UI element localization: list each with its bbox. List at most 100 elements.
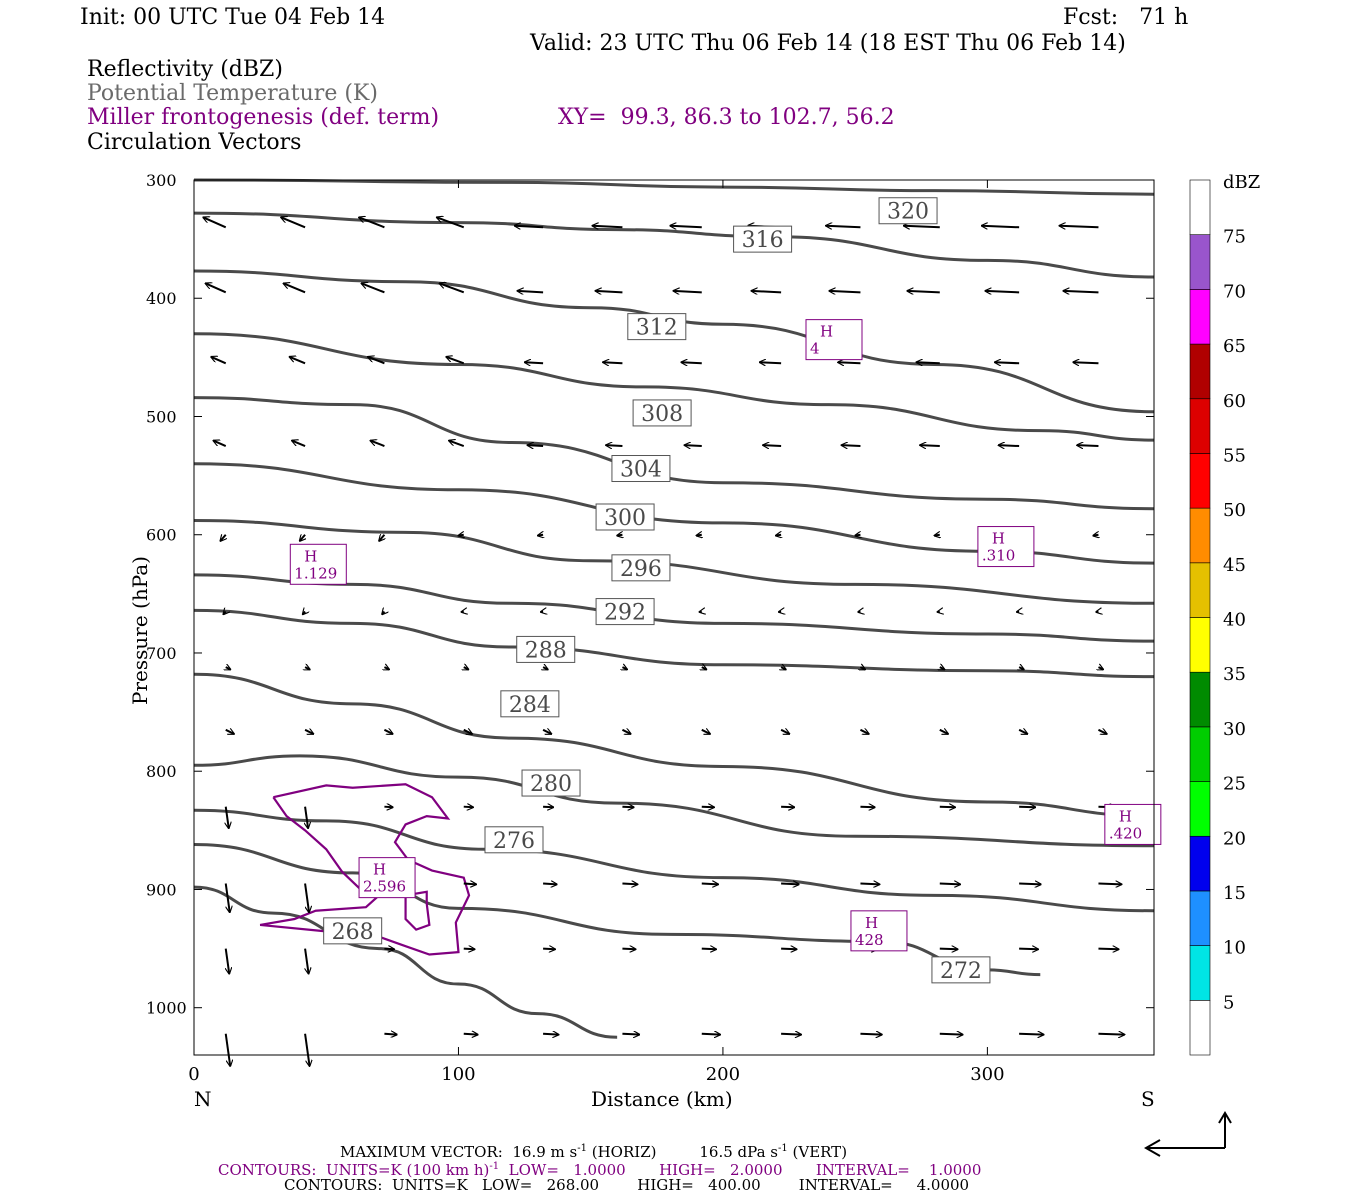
frontogenesis-max: H1.129	[289, 543, 347, 585]
frontogenesis-max-label: H	[1119, 807, 1132, 825]
circulation-vector	[1077, 445, 1099, 446]
frontogenesis-max-value: 428	[855, 931, 884, 949]
isentrope-label-box	[878, 197, 938, 225]
isentrope-276	[193, 808, 1155, 913]
circulation-vector	[995, 362, 1020, 363]
circulation-vector	[781, 807, 794, 808]
isentrope-label-text: 316	[742, 228, 784, 253]
circulation-vector	[939, 807, 955, 808]
circulation-vector	[281, 217, 306, 229]
circulation-vector	[1098, 949, 1118, 950]
circulation-vector	[463, 1034, 478, 1035]
colorbar-level: 75	[1223, 227, 1246, 248]
isentrope-label-box	[516, 635, 576, 663]
colorbar-level: 65	[1223, 336, 1246, 357]
circulation-vector	[1098, 884, 1121, 885]
frontogenesis-max-box	[850, 910, 908, 952]
circulation-vector	[920, 445, 940, 446]
black-contour-note: CONTOURS: UNITS=K LOW= 268.00 HIGH= 400.…	[284, 1176, 970, 1194]
circulation-vector	[860, 667, 865, 671]
frontogenesis-max-value: 2.596	[363, 878, 406, 896]
isentrope-label-box	[611, 455, 671, 483]
circulation-vector	[383, 730, 392, 735]
circulation-vector	[939, 949, 958, 950]
reflectivity-colorbar: 5 10 15 20 25 30 35 40 45 50 55 60 65 70 75 dBZ	[1189, 172, 1260, 1056]
circulation-vector	[622, 1034, 639, 1035]
circulation-vector	[437, 217, 465, 229]
field-vectors: Circulation Vectors	[87, 130, 302, 155]
purple-contour-note: CONTOURS: UNITS=K (100 km h)-1 LOW= 1.00…	[218, 1161, 982, 1179]
isentrope-284	[193, 672, 1155, 818]
circulation-vector	[904, 226, 940, 228]
colorbar-swatch	[1189, 890, 1211, 946]
colorbar-level: 5	[1223, 992, 1234, 1013]
circulation-vector	[701, 949, 716, 950]
circulation-vector	[702, 667, 707, 671]
circulation-vector	[696, 535, 701, 536]
isentrope-label-box	[595, 598, 655, 626]
isentrope-label-320: 320	[878, 197, 938, 225]
circulation-vector	[701, 1034, 721, 1035]
circulation-vector	[225, 730, 234, 735]
circulation-vector	[939, 884, 961, 885]
circulation-vector	[292, 441, 306, 447]
circulation-vector	[681, 362, 702, 363]
colorbar-level: 30	[1223, 719, 1246, 740]
circulation-vector	[224, 948, 230, 974]
colorbar-level: 70	[1223, 281, 1246, 302]
colorbar-level: 40	[1223, 610, 1246, 631]
colorbar-swatch	[1189, 1000, 1211, 1056]
x-tick-label: 100	[441, 1064, 475, 1085]
circulation-vector	[220, 535, 225, 541]
colorbar-level: 20	[1223, 828, 1246, 849]
circulation-vector	[622, 807, 633, 808]
isentrope-label-text: 280	[530, 772, 572, 797]
isentrope-268	[193, 885, 618, 1039]
isentrope-label-box	[323, 917, 383, 945]
circulation-vector	[1059, 226, 1099, 228]
circulation-vector	[934, 535, 939, 536]
frontogenesis-max: H.310	[977, 526, 1035, 568]
isentrope-label-288: 288	[516, 635, 576, 663]
circulation-vector	[446, 357, 465, 365]
circulation-vector	[781, 949, 797, 950]
circulation-vector	[205, 283, 227, 294]
circulation-vector	[670, 226, 702, 228]
circulation-vector	[776, 535, 781, 536]
frontogenesis-max-value: 4	[810, 340, 820, 358]
circulation-vector	[538, 535, 543, 536]
frontogenesis-max-box	[977, 526, 1035, 568]
circulation-vector	[826, 226, 861, 228]
circulation-vector	[379, 535, 384, 541]
isentrope-label-text: 276	[493, 829, 535, 854]
isentrope-label-316: 316	[733, 225, 793, 253]
circulation-vector	[622, 884, 637, 885]
y-tick-label: 500	[146, 407, 177, 426]
x-tick-label: 0	[188, 1064, 199, 1085]
xy-coordinates: XY= 99.3, 86.3 to 102.7, 56.2	[558, 105, 895, 130]
plot-frame	[193, 179, 1155, 1056]
circulation-vector	[606, 445, 623, 446]
circulation-vector	[763, 445, 782, 446]
frontogenesis-contour	[259, 783, 471, 956]
colorbar-swatch	[1189, 507, 1211, 564]
isentrope-label-280: 280	[521, 769, 581, 797]
circulation-vector	[384, 667, 389, 671]
circulation-vector	[621, 730, 630, 735]
frontogenesis-max-box	[805, 319, 863, 361]
isentrope-label-text: 292	[604, 601, 646, 626]
isentrope-label-text: 284	[509, 693, 551, 718]
y-tick-label: 800	[146, 762, 177, 781]
circulation-vector	[527, 445, 544, 446]
colorbar-swatch	[1189, 835, 1211, 892]
circulation-vector	[1019, 667, 1024, 671]
frontogenesis-max-box	[358, 857, 416, 899]
frontogenesis-max: H.420	[1104, 803, 1162, 845]
isentrope-316	[193, 211, 1155, 279]
circulation-vector	[439, 283, 465, 294]
colorbar-unit: dBZ	[1223, 172, 1260, 193]
colorbar-level: 45	[1223, 555, 1246, 576]
circulation-vector	[1018, 730, 1027, 735]
frontogenesis-max-box	[289, 543, 347, 585]
circulation-vector	[289, 357, 306, 365]
